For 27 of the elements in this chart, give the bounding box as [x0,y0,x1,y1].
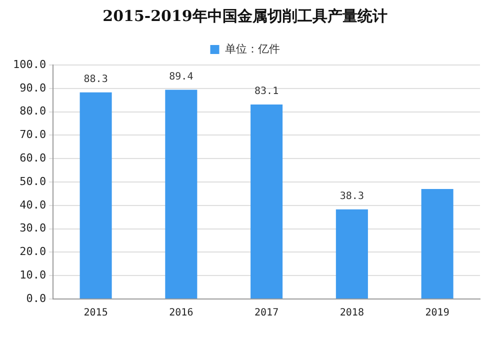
bar [421,189,454,298]
y-tick-label: 70.0 [20,128,46,142]
x-tick-label: 2018 [340,308,364,319]
y-tick-label: 0.0 [26,292,46,305]
bar [250,104,283,298]
text: 89.4 [169,71,194,82]
text: 88.3 [84,74,108,85]
bar [165,90,198,298]
text: 38.3 [340,190,364,202]
y-tick-label: 30.0 [20,222,46,235]
x-tick-label: 2016 [169,308,194,319]
y-tick-label: 10.0 [20,268,46,282]
x-tick-label: 2019 [425,308,450,319]
y-tick-label: 80.0 [20,104,46,118]
x-tick-label: 2015 [84,308,108,319]
legend-label: 单位：亿件 [224,42,280,56]
y-tick-label: 60.0 [20,151,46,164]
y-tick-label: 50.0 [20,174,46,188]
text: 83.1 [254,86,279,98]
y-tick-label: 40.0 [20,198,46,212]
chart-title: 2015-2019年中国金属切削工具产量统计 [102,6,388,25]
bar [80,92,112,298]
x-tick-label: 2017 [254,308,279,319]
y-tick-label: 100.0 [12,58,46,71]
y-tick-label: 90.0 [20,81,46,94]
y-tick-label: 20.0 [20,245,46,258]
bar [336,209,368,298]
